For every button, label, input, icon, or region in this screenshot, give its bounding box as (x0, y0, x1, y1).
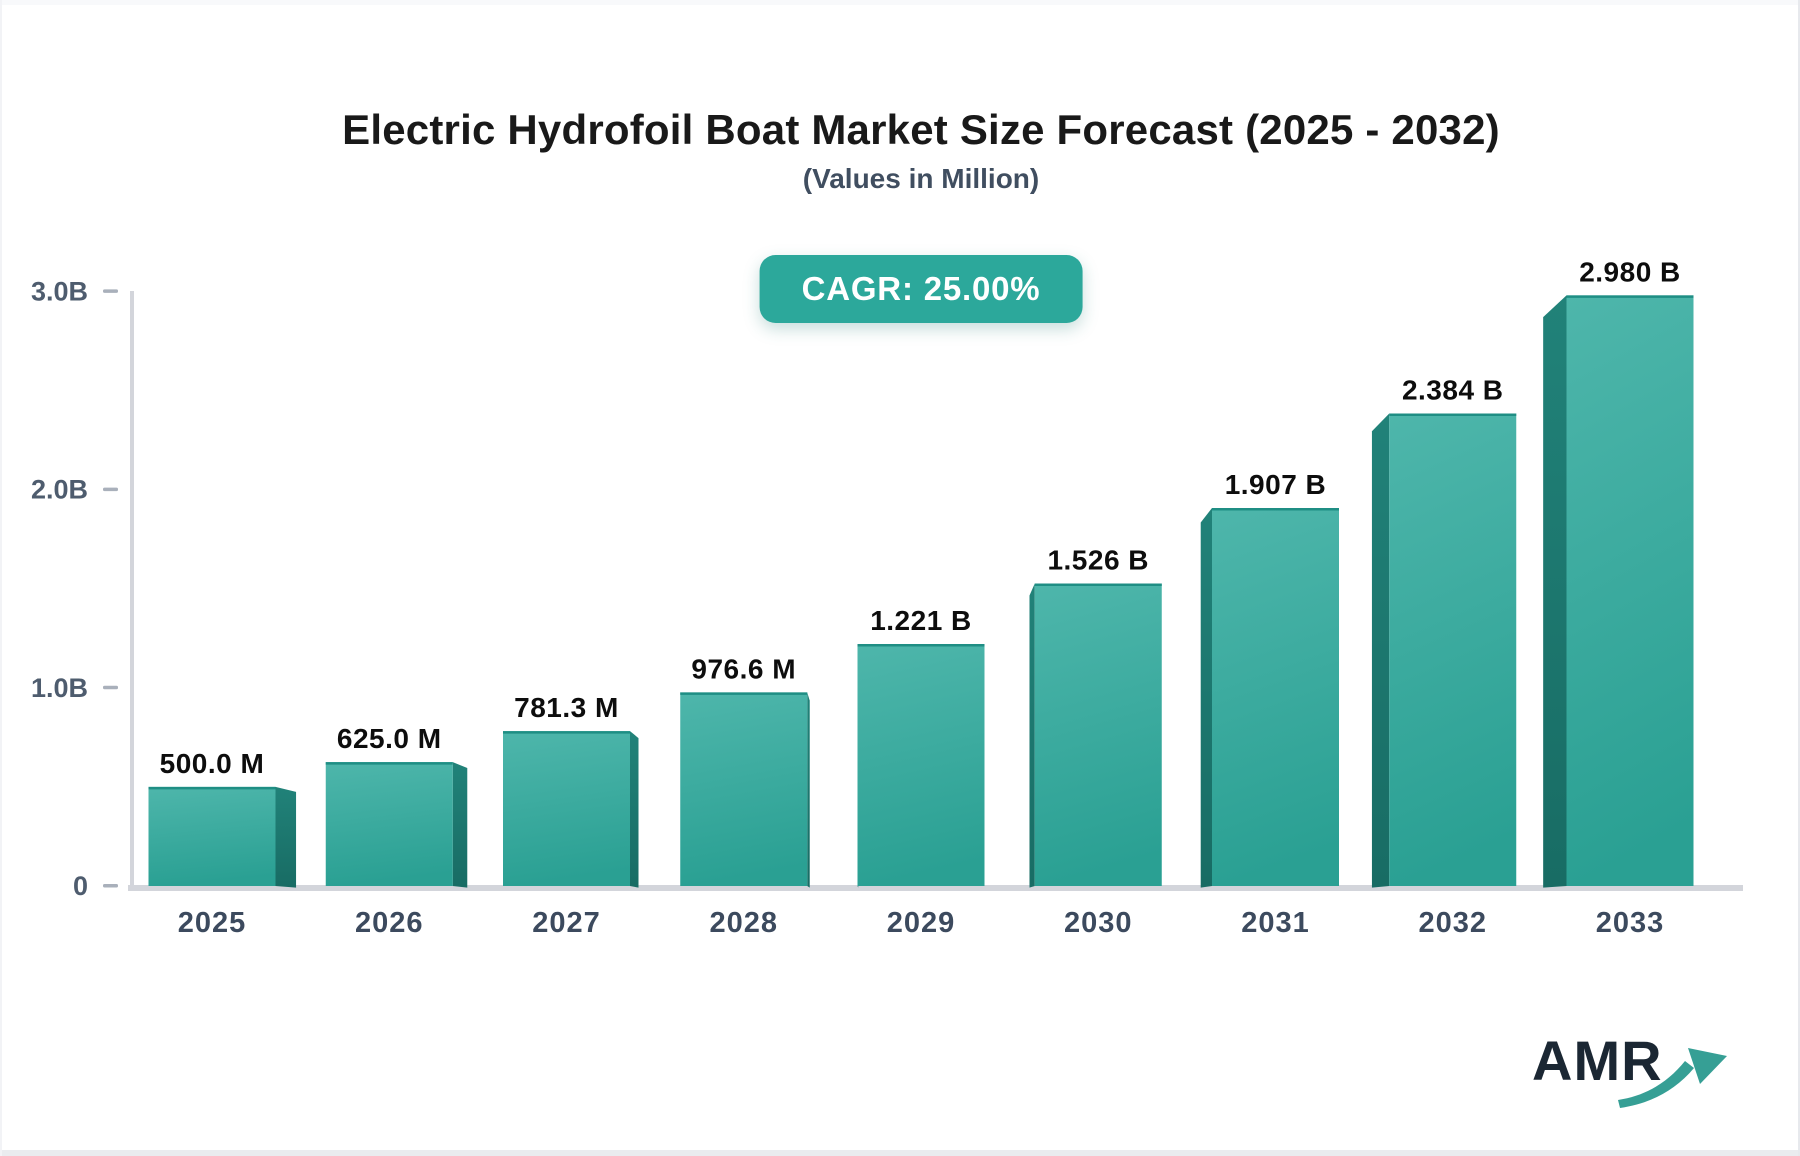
bar-face (148, 786, 276, 886)
bar-side (1543, 295, 1567, 888)
growth-arrow-icon (1618, 1048, 1727, 1108)
bar-face (1212, 508, 1339, 886)
x-axis-label: 2033 (1596, 907, 1665, 939)
x-axis-label: 2025 (178, 907, 247, 939)
bar-side (630, 731, 639, 888)
bar-value-label: 976.6 M (691, 653, 796, 684)
page-edge-right (1798, 0, 1800, 1156)
bar-face (1389, 413, 1517, 886)
page-edge-bottom (0, 1150, 1800, 1156)
y-axis-tick-label: 3.0B (31, 276, 88, 306)
bar-side (452, 762, 468, 888)
bar-group-2032: 2.384 B 2032 (1371, 374, 1517, 939)
bar-side (1200, 508, 1212, 888)
x-axis-label: 2030 (1064, 907, 1133, 939)
y-axis-tick-label: 0 (73, 871, 88, 901)
y-axis-tick (103, 685, 118, 690)
bars: 500.0 M 2025 625.0 M 2026 781.3 M 2027 976.6 M… (148, 256, 1694, 939)
x-axis-line (128, 885, 1743, 891)
amr-logo-text: AMR (1532, 1029, 1663, 1092)
y-axis-line (130, 291, 134, 891)
bar-group-2028: 976.6 M 2028 (680, 653, 810, 939)
bar-value-label: 625.0 M (337, 723, 442, 754)
axes: 0 1.0B 2.0B 3.0B (31, 276, 1743, 901)
amr-logo: AMR (1532, 1028, 1732, 1118)
bar-side (1029, 583, 1035, 888)
bar-value-label: 2.980 B (1579, 256, 1681, 287)
bar-side (1371, 413, 1390, 888)
x-axis-label: 2032 (1418, 907, 1487, 939)
y-axis-tick-label: 2.0B (31, 475, 88, 505)
x-axis-label: 2026 (355, 907, 424, 939)
bar-value-label: 1.907 B (1225, 469, 1327, 500)
cagr-badge: CAGR: 25.00% (759, 255, 1083, 323)
y-axis-tick-label: 1.0B (31, 673, 88, 703)
x-axis-label: 2028 (709, 907, 778, 939)
bar-face (325, 762, 453, 886)
chart-subtitle: (Values in Million) (802, 163, 1040, 194)
bar-face (503, 731, 630, 886)
y-axis-tick (103, 884, 118, 888)
bar-group-2025: 500.0 M 2025 (148, 748, 297, 939)
bar-group-2031: 1.907 B 2031 (1200, 469, 1339, 939)
bar-value-label: 500.0 M (160, 748, 265, 779)
bar-group-2027: 781.3 M 2027 (503, 692, 639, 939)
bar-value-label: 1.221 B (870, 605, 972, 636)
x-axis-label: 2029 (887, 907, 956, 939)
chart-title: Electric Hydrofoil Boat Market Size Fore… (342, 106, 1500, 153)
y-axis-tick (103, 289, 118, 293)
bar-face (857, 643, 985, 886)
bar-face (680, 692, 808, 886)
bar-group-2033: 2.980 B 2033 (1543, 256, 1694, 939)
x-axis-label: 2027 (532, 907, 601, 939)
bar-value-label: 781.3 M (514, 692, 619, 723)
bar-value-label: 1.526 B (1047, 545, 1149, 576)
bar-side (275, 786, 297, 888)
bar-face (1034, 583, 1162, 886)
page-edge-left (0, 0, 2, 1156)
x-axis-label: 2031 (1241, 907, 1310, 939)
bar-face (1566, 295, 1694, 886)
bar-group-2030: 1.526 B 2030 (1029, 545, 1162, 939)
bar-group-2026: 625.0 M 2026 (325, 723, 468, 939)
bar-value-label: 2.384 B (1402, 374, 1504, 405)
y-axis-tick (103, 487, 118, 492)
bar-group-2029: 1.221 B 2029 (857, 605, 985, 939)
page-edge-top (0, 0, 1800, 5)
bar-side (807, 692, 810, 888)
